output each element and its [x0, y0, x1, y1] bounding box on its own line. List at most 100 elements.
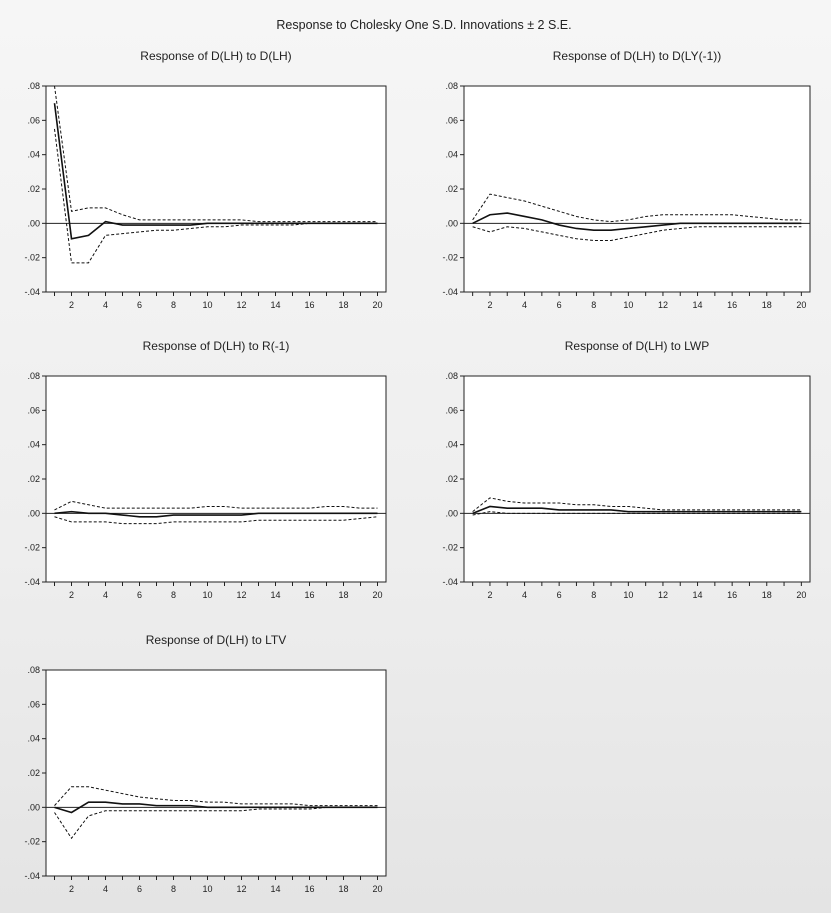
- figure-title: Response to Cholesky One S.D. Innovation…: [276, 18, 571, 32]
- y-tick-label: .00: [27, 508, 40, 518]
- plot-frame: [463, 85, 811, 293]
- x-tick-label: 2: [69, 884, 74, 894]
- y-tick-label: .04: [445, 150, 458, 160]
- response-line: [53, 103, 378, 240]
- x-tick-label: 12: [658, 300, 668, 310]
- x-tick-label: 8: [171, 884, 176, 894]
- irf-panel: Response of D(LH) to D(LY(-1)) -.04 -.02 .0…: [442, 49, 811, 310]
- panel-title: Response of D(LH) to LTV: [146, 633, 287, 647]
- lower-band-line: [472, 511, 802, 516]
- x-tick-label: 8: [171, 590, 176, 600]
- x-tick-label: 8: [171, 300, 176, 310]
- x-tick-label: 12: [236, 884, 246, 894]
- x-tick-label: 4: [522, 300, 527, 310]
- x-tick-label: 18: [762, 300, 772, 310]
- y-tick-label: .00: [27, 218, 40, 228]
- panel-title: Response of D(LH) to LWP: [565, 339, 710, 353]
- y-tick-label: -.02: [24, 837, 40, 847]
- x-tick-label: 6: [137, 300, 142, 310]
- x-tick-label: 18: [338, 300, 348, 310]
- y-tick-label: .00: [445, 508, 458, 518]
- x-tick-label: 2: [69, 300, 74, 310]
- x-tick-label: 10: [623, 300, 633, 310]
- x-tick-label: 18: [338, 590, 348, 600]
- upper-band-line: [472, 193, 802, 223]
- x-tick-label: 16: [727, 300, 737, 310]
- irf-panel: Response of D(LH) to LWP -.04 -.02 .00 .02 .0…: [442, 339, 811, 600]
- x-tick-label: 14: [270, 300, 280, 310]
- x-tick-label: 8: [591, 300, 596, 310]
- y-tick-label: .08: [27, 371, 40, 381]
- y-tick-label: -.02: [24, 253, 40, 263]
- lower-band-line: [472, 226, 802, 241]
- upper-band-line: [54, 500, 378, 511]
- x-tick-label: 6: [557, 590, 562, 600]
- plot-frame: [45, 85, 387, 293]
- irf-panel: Response of D(LH) to LTV -.04 -.02 .00 .02 .0…: [24, 633, 387, 894]
- x-tick-label: 14: [693, 300, 703, 310]
- x-tick-label: 12: [658, 590, 668, 600]
- y-tick-label: .02: [445, 184, 458, 194]
- x-tick-label: 14: [270, 590, 280, 600]
- x-tick-label: 4: [522, 590, 527, 600]
- lower-band-line: [54, 128, 378, 264]
- y-tick-label: .04: [445, 440, 458, 450]
- y-tick-label: .08: [445, 371, 458, 381]
- response-line: [54, 510, 378, 518]
- y-tick-label: -.04: [24, 871, 40, 881]
- x-tick-label: 18: [762, 590, 772, 600]
- x-tick-label: 6: [557, 300, 562, 310]
- panel-title: Response of D(LH) to D(LH): [140, 49, 291, 63]
- y-tick-label: .04: [27, 150, 40, 160]
- x-tick-label: 20: [372, 300, 382, 310]
- upper-band-line: [54, 786, 378, 807]
- x-tick-label: 16: [304, 300, 314, 310]
- x-tick-label: 8: [591, 590, 596, 600]
- response-line: [472, 212, 802, 231]
- x-tick-label: 18: [338, 884, 348, 894]
- y-tick-label: .08: [27, 81, 40, 91]
- x-tick-label: 20: [796, 590, 806, 600]
- y-tick-label: .02: [27, 184, 40, 194]
- y-tick-label: -.02: [442, 253, 458, 263]
- y-tick-label: .06: [27, 405, 40, 415]
- x-tick-label: 4: [103, 884, 108, 894]
- x-tick-label: 4: [103, 300, 108, 310]
- panel-title: Response of D(LH) to D(LY(-1)): [553, 49, 722, 63]
- plot-frame: [45, 669, 387, 877]
- y-tick-label: -.02: [24, 543, 40, 553]
- y-tick-label: -.04: [24, 577, 40, 587]
- y-tick-label: .02: [445, 474, 458, 484]
- y-tick-label: -.04: [442, 577, 458, 587]
- x-tick-label: 2: [487, 590, 492, 600]
- y-tick-label: .06: [445, 405, 458, 415]
- y-tick-label: .04: [27, 734, 40, 744]
- x-tick-label: 2: [69, 590, 74, 600]
- x-tick-label: 12: [236, 590, 246, 600]
- y-tick-label: .06: [445, 115, 458, 125]
- upper-band-line: [54, 85, 378, 223]
- x-tick-label: 14: [270, 884, 280, 894]
- x-tick-label: 12: [236, 300, 246, 310]
- y-tick-label: .08: [445, 81, 458, 91]
- y-tick-label: -.02: [442, 543, 458, 553]
- x-tick-label: 6: [137, 590, 142, 600]
- y-tick-label: .02: [27, 474, 40, 484]
- response-line: [472, 505, 802, 515]
- plot-frame: [463, 375, 811, 583]
- x-tick-label: 10: [202, 300, 212, 310]
- x-tick-label: 20: [372, 590, 382, 600]
- x-tick-label: 20: [796, 300, 806, 310]
- y-tick-label: .08: [27, 665, 40, 675]
- y-tick-label: .04: [27, 440, 40, 450]
- lower-band-line: [54, 516, 378, 525]
- irf-panel: Response of D(LH) to D(LH) -.04 -.02 .00 .02…: [24, 49, 387, 310]
- y-tick-label: .06: [27, 115, 40, 125]
- y-tick-label: -.04: [24, 287, 40, 297]
- y-tick-label: .06: [27, 699, 40, 709]
- x-tick-label: 2: [487, 300, 492, 310]
- x-tick-label: 16: [727, 590, 737, 600]
- lower-band-line: [54, 806, 378, 840]
- irf-panel: Response of D(LH) to R(-1) -.04 -.02 .00 .02…: [24, 339, 387, 600]
- x-tick-label: 10: [202, 590, 212, 600]
